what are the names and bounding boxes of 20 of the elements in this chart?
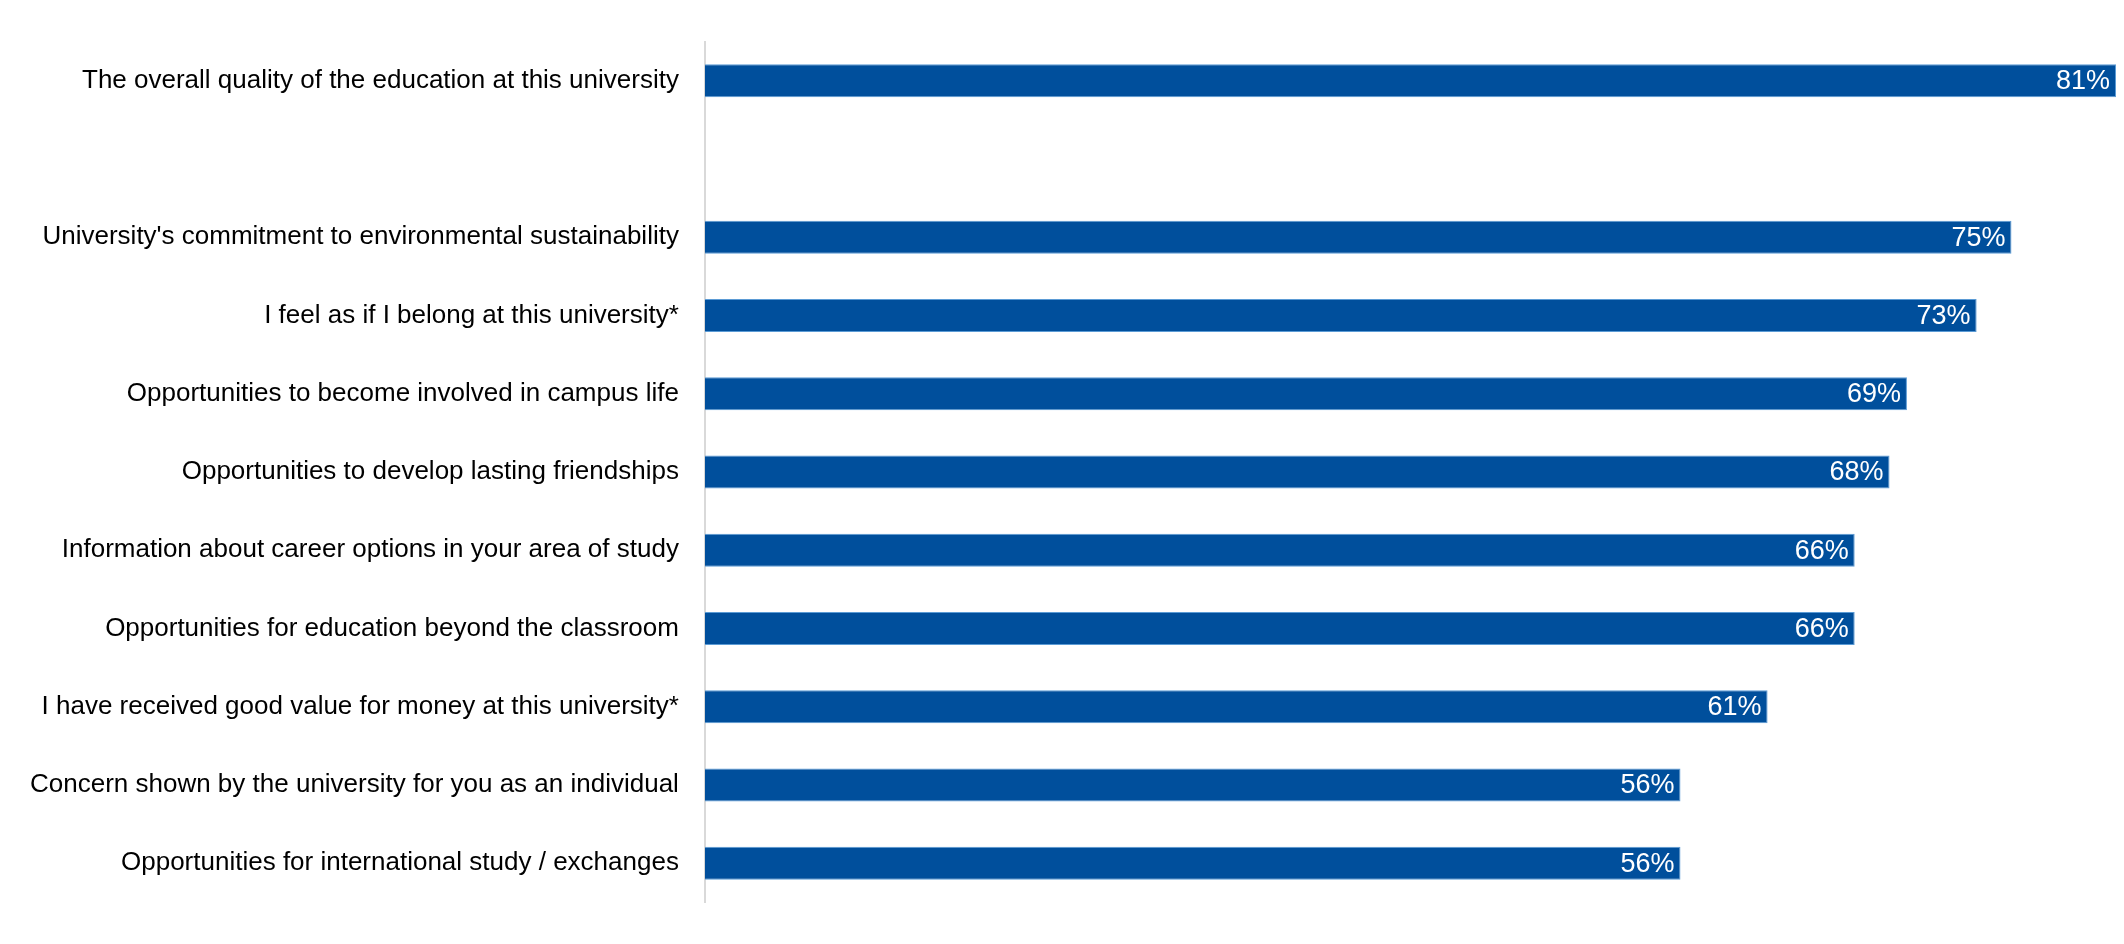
data-label: 68%	[1829, 456, 1884, 487]
data-label: 66%	[1794, 612, 1849, 643]
data-label: 66%	[1794, 534, 1849, 565]
y-tick-label: I have received good value for money at this university*	[41, 689, 679, 720]
data-label: 73%	[1916, 299, 1971, 330]
data-label: 56%	[1620, 847, 1675, 878]
y-tick-label: Information about career options in your area of study	[61, 533, 679, 564]
data-label: 69%	[1846, 378, 1901, 409]
data-label: 61%	[1707, 691, 1762, 722]
y-tick-label: The overall quality of the education at this university	[82, 63, 679, 94]
data-label: 81%	[2055, 65, 2110, 96]
data-label: 56%	[1620, 769, 1675, 800]
y-tick-label: Concern shown by the university for you as an individual	[29, 768, 679, 799]
y-tick-label: University's commitment to environmental sustainability	[42, 220, 679, 251]
y-tick-label: Opportunities for education beyond the classroom	[105, 611, 679, 642]
y-tick-label: Opportunities to develop lasting friendships	[181, 455, 679, 486]
data-label: 75%	[1951, 221, 2006, 252]
y-tick-label: Opportunities for international study / exchanges	[121, 846, 679, 877]
y-tick-label: Opportunities to become involved in campus life	[126, 376, 679, 407]
y-tick-label: I feel as if I belong at this university*	[264, 298, 679, 329]
